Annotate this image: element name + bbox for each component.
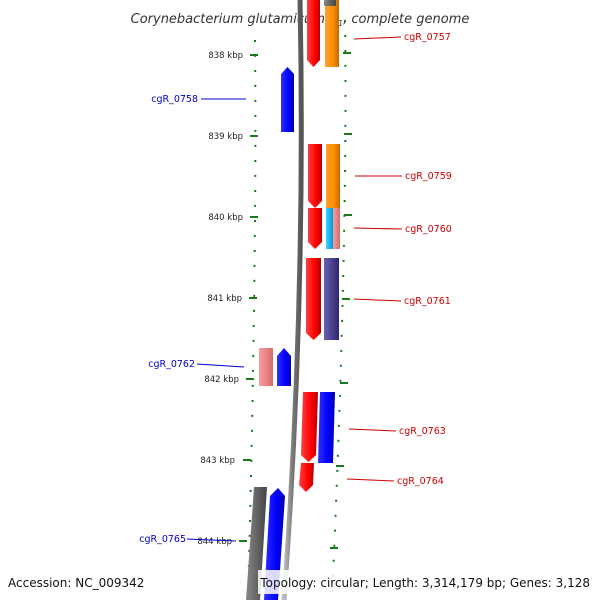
feature-cgR_0763[interactable] <box>301 392 335 463</box>
gene-arrow-cgR_0762[interactable] <box>277 348 291 386</box>
feature-cgR_0757[interactable] <box>307 0 339 67</box>
gene-label-cgR_0762[interactable]: cgR_0762 <box>148 359 195 370</box>
gene-arrow-cgR_0764[interactable] <box>299 463 314 492</box>
cds-bar-cgR_0761[interactable] <box>324 258 339 340</box>
gene-label-cgR_0765[interactable]: cgR_0765 <box>139 534 186 545</box>
right-dotted-track <box>331 19 347 600</box>
scale-label: 842 kbp <box>204 375 239 385</box>
cds-bar-cgR_0762[interactable] <box>259 348 273 386</box>
genome-backbone <box>281 0 304 600</box>
tick-tracks <box>247 19 347 600</box>
genome-title: Corynebacterium glutamicum R1, complete … <box>131 12 470 28</box>
feature-cgR_0759[interactable] <box>308 144 340 208</box>
gene-label-cgR_0757[interactable]: cgR_0757 <box>404 32 451 43</box>
scale-label: 844 kbp <box>197 537 232 547</box>
gene-arrow-cgR_0757[interactable] <box>307 0 320 67</box>
gene-arrow-cgR_0759[interactable] <box>308 144 322 208</box>
gene-label-cgR_0760[interactable]: cgR_0760 <box>405 224 452 235</box>
scale-label: 841 kbp <box>207 294 242 304</box>
cds-bar-cgR_0760-a[interactable] <box>326 208 333 249</box>
gene-arrow-cgR_0760[interactable] <box>308 208 322 249</box>
gene-arrow-cgR_0763[interactable] <box>301 392 318 462</box>
scale-label: 838 kbp <box>208 51 243 61</box>
leader-cgR_0764 <box>346 478 395 482</box>
leader-cgR_0765 <box>186 538 237 542</box>
gene-label-cgR_0761[interactable]: cgR_0761 <box>404 296 451 307</box>
leader-cgR_0762 <box>196 363 245 368</box>
scale-label: 839 kbp <box>208 132 243 142</box>
feature-cgR_0760[interactable] <box>308 208 340 249</box>
cds-bar-cgR_0763[interactable] <box>318 392 335 463</box>
gene-label-cgR_0759[interactable]: cgR_0759 <box>405 171 452 182</box>
feature-cgR_0761[interactable] <box>306 258 339 340</box>
footer-summary-background <box>258 570 594 594</box>
genome-summary-text: Topology: circular; Length: 3,314,179 bp… <box>259 576 590 590</box>
genome-title-main: Corynebacterium glutamicum R <box>131 12 338 27</box>
gene-label-cgR_0758[interactable]: cgR_0758 <box>151 94 198 105</box>
scale-label: 843 kbp <box>200 456 235 466</box>
gene-arrow-cgR_0758[interactable] <box>281 67 294 132</box>
cds-bar-cgR_0757[interactable] <box>325 0 339 67</box>
scale-label: 840 kbp <box>208 213 243 223</box>
label-leaders <box>186 36 403 542</box>
leader-cgR_0761 <box>353 298 402 302</box>
genome-title-subscript: 1 <box>338 19 343 28</box>
gene-label-cgR_0764[interactable]: cgR_0764 <box>397 476 444 487</box>
accession-text: Accession: NC_009342 <box>8 576 144 590</box>
leader-cgR_0757 <box>353 36 402 40</box>
gene-label-cgR_0763[interactable]: cgR_0763 <box>399 426 446 437</box>
gray-bar-top <box>324 0 336 6</box>
feature-cgR_0762[interactable] <box>259 348 291 386</box>
gene-labels: cgR_0757 cgR_0758 cgR_0759 cgR_0760 cgR_… <box>139 32 452 545</box>
leader-cgR_0763 <box>348 428 397 432</box>
gene-arrow-cgR_0761[interactable] <box>306 258 321 340</box>
footer: Accession: NC_009342 Topology: circular;… <box>8 570 594 594</box>
feature-cgR_0764[interactable] <box>299 463 314 492</box>
leader-cgR_0760 <box>353 227 403 230</box>
genome-title-suffix: , complete genome <box>343 12 469 27</box>
cds-bar-cgR_0759[interactable] <box>326 144 340 208</box>
feature-cgR_0758[interactable] <box>281 67 294 132</box>
scale: 838 kbp 839 kbp 840 kbp 841 kbp 842 kbp … <box>197 51 352 549</box>
cds-bar-cgR_0760-b[interactable] <box>333 208 340 249</box>
